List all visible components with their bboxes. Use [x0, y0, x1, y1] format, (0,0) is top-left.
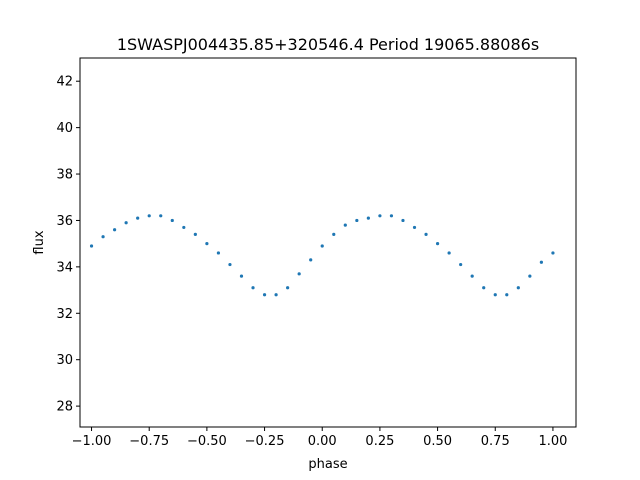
data-point: [251, 286, 255, 290]
data-point: [89, 244, 94, 248]
data-point: [147, 214, 151, 218]
data-point: [389, 214, 394, 218]
data-point: [424, 232, 428, 236]
plot-background: [80, 58, 576, 427]
data-point: [378, 214, 382, 218]
y-tick-label: 30: [56, 353, 73, 368]
data-point: [459, 262, 463, 267]
y-tick-label: 42: [56, 75, 73, 90]
x-tick-label: −0.25: [245, 434, 285, 449]
y-tick-label: 40: [56, 121, 73, 136]
data-point: [528, 274, 532, 278]
x-tick-label: −0.75: [129, 434, 169, 449]
chart-title: 1SWASPJ004435.85+320546.4 Period 19065.8…: [117, 35, 539, 54]
data-point: [274, 293, 278, 297]
x-tick-label: 0.25: [365, 434, 394, 449]
x-axis: −1.00 −0.75 −0.50 −0.25 0.00 0.25 0.50 0.75 1.00: [72, 427, 567, 449]
data-point: [447, 251, 451, 255]
data-point: [401, 218, 405, 223]
data-point: [286, 286, 290, 290]
data-point: [412, 225, 417, 230]
data-point: [205, 242, 209, 246]
data-point: [539, 260, 543, 264]
data-point: [239, 274, 244, 278]
data-point: [366, 216, 370, 220]
data-point: [159, 214, 163, 218]
plot-frame: [79, 57, 577, 428]
data-point: [136, 216, 140, 220]
y-tick-label: 28: [56, 400, 73, 415]
data-point: [470, 274, 474, 278]
data-point: [124, 221, 128, 225]
x-tick-label: −1.00: [72, 434, 112, 449]
y-axis-label: flux: [32, 230, 47, 254]
data-point: [170, 218, 174, 223]
data-point: [309, 258, 313, 262]
x-tick-label: 0.00: [308, 434, 337, 449]
x-tick-label: 0.50: [423, 434, 452, 449]
scatter-points: [89, 214, 555, 297]
x-tick-label: 0.75: [481, 434, 510, 449]
y-tick-label: 32: [56, 307, 73, 322]
y-tick-label: 36: [56, 214, 73, 229]
y-tick-label: 38: [56, 168, 73, 183]
x-tick-label: −0.50: [187, 434, 227, 449]
x-axis-label: phase: [308, 457, 347, 472]
data-point: [435, 242, 440, 246]
data-point: [332, 232, 336, 236]
data-point: [493, 293, 497, 297]
plot-area: [79, 57, 577, 428]
data-point: [113, 228, 117, 232]
y-axis: 28 30 32 34 36 38 40 42: [56, 75, 80, 415]
data-point: [101, 235, 105, 239]
y-tick-label: 34: [56, 260, 73, 275]
data-point: [182, 225, 186, 230]
data-point: [297, 272, 301, 276]
data-point: [343, 223, 347, 227]
data-point: [216, 251, 221, 255]
data-point: [516, 286, 520, 290]
data-point: [193, 232, 197, 236]
data-point: [482, 286, 486, 290]
data-point: [355, 218, 359, 223]
data-point: [262, 293, 267, 297]
data-point: [228, 262, 232, 267]
x-tick-label: 1.00: [538, 434, 567, 449]
data-point: [320, 244, 324, 248]
data-point: [551, 251, 555, 255]
data-point: [505, 293, 509, 297]
